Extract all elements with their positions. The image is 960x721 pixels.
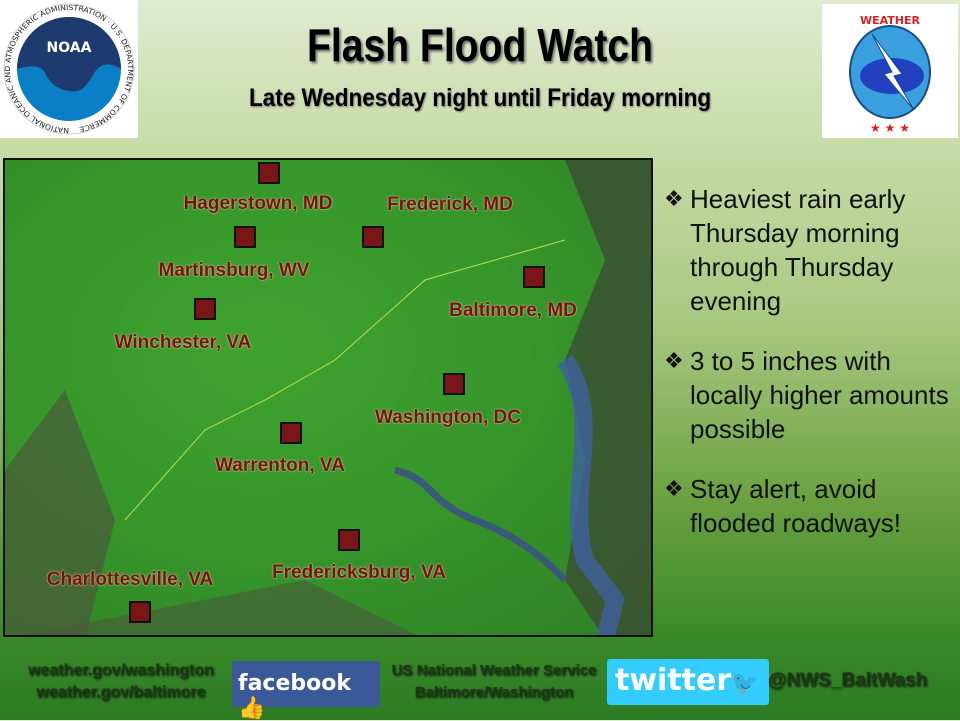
city-label: Winchester, VA	[114, 332, 252, 353]
city-label: Hagerstown, MD	[183, 193, 333, 214]
diamond-bullet-icon: ❖	[664, 476, 684, 501]
bullet-item: ❖ Heaviest rain early Thursday morning th…	[664, 184, 906, 316]
city-label: Fredericksburg, VA	[272, 562, 446, 583]
svg-text:★ ★ ★: ★ ★ ★	[870, 121, 910, 135]
bullet-item: ❖ Stay alert, avoid flooded roadways!	[664, 474, 902, 538]
city-marker	[129, 601, 151, 623]
website-link-baltimore[interactable]: weather.gov/baltimore	[36, 684, 206, 701]
noaa-logo: NATIONAL OCEANIC AND ATMOSPHERIC ADMINIS…	[0, 0, 138, 138]
city-marker	[280, 422, 302, 444]
facebook-button[interactable]: facebook 👍	[232, 661, 380, 721]
city-label: Charlottesville, VA	[46, 569, 214, 590]
bullet-item: ❖ 3 to 5 inches with locally higher amoun…	[664, 346, 949, 444]
city-label: Baltimore, MD	[449, 300, 577, 321]
city-marker	[258, 162, 280, 184]
city-label: Martinsburg, WV	[158, 260, 310, 281]
diamond-bullet-icon: ❖	[664, 186, 684, 211]
svg-text:WEATHER: WEATHER	[860, 14, 921, 27]
website-links: weather.gov/washington weather.gov/balti…	[10, 660, 232, 704]
city-label: Frederick, MD	[387, 194, 513, 215]
twitter-button[interactable]: twitter🐦	[607, 659, 769, 705]
city-marker	[234, 226, 256, 248]
page-title: Flash Flood Watch	[306, 19, 654, 71]
city-label: Washington, DC	[375, 407, 521, 428]
twitter-bird-icon: 🐦	[731, 671, 759, 696]
nws-office-name: US National Weather Service Baltimore/Was…	[391, 662, 597, 701]
city-marker	[443, 373, 465, 395]
website-link-washington[interactable]: weather.gov/washington	[28, 662, 214, 679]
thumbs-up-icon: 👍	[238, 696, 266, 721]
city-marker	[338, 529, 360, 551]
noaa-logo-text: NOAA	[47, 40, 92, 56]
diamond-bullet-icon: ❖	[664, 348, 684, 373]
bullet-list: ❖ Heaviest rain early Thursday morning th…	[664, 182, 954, 566]
map-background	[5, 160, 651, 635]
city-marker	[362, 226, 384, 248]
city-label: Warrenton, VA	[215, 455, 345, 476]
page-subtitle: Late Wednesday night until Friday mornin…	[248, 84, 712, 112]
watch-area-map: Hagerstown, MD Frederick, MD Martinsburg…	[3, 158, 653, 637]
nws-logo: WEATHER ★ ★ ★	[822, 4, 958, 138]
city-marker	[194, 298, 216, 320]
twitter-handle[interactable]: @NWS_BaltWash	[768, 670, 928, 691]
city-marker	[523, 266, 545, 288]
